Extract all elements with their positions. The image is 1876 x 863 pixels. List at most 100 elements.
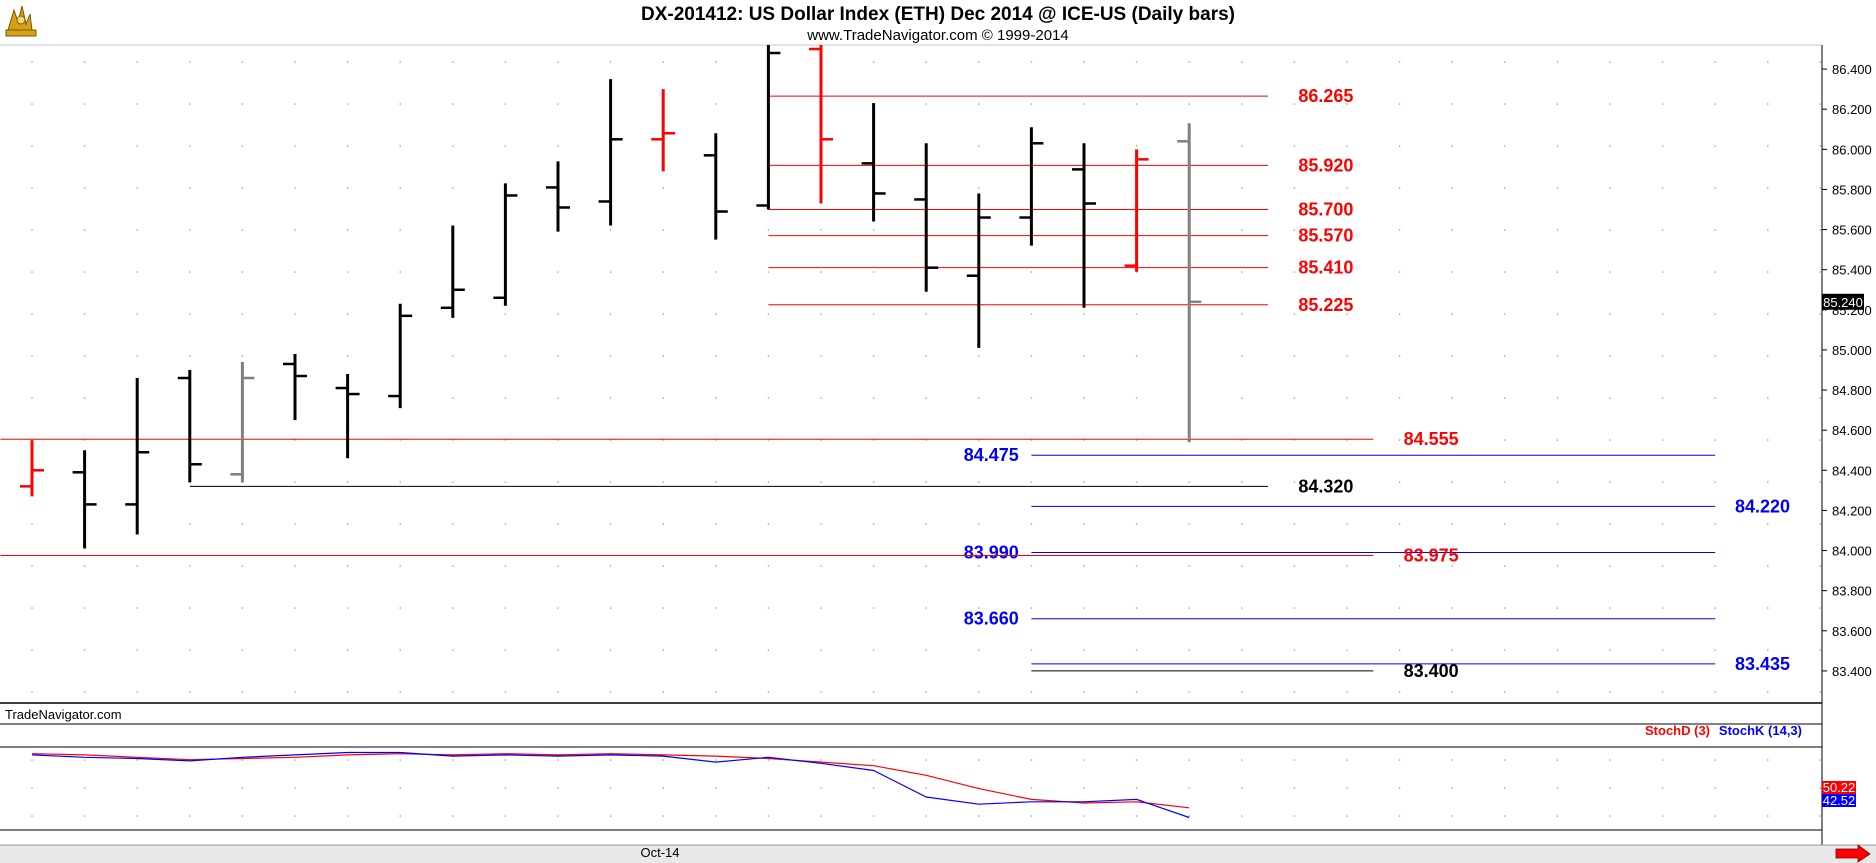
grid-dot xyxy=(609,61,612,63)
grid-dot xyxy=(1714,397,1716,399)
grid-dot xyxy=(820,397,822,399)
ohlc-bar xyxy=(230,361,255,483)
grid-dot xyxy=(504,61,507,63)
grid-dot xyxy=(136,313,138,315)
y-tick-label: 85.000 xyxy=(1832,343,1872,358)
grid-dot xyxy=(925,397,927,399)
grid-dot xyxy=(1451,649,1453,651)
grid-dot xyxy=(715,787,717,789)
grid-dot xyxy=(294,229,296,231)
grid-dot xyxy=(1346,759,1348,761)
grid-dot xyxy=(715,481,717,483)
ohlc-bar xyxy=(1072,143,1096,308)
grid-dot xyxy=(241,103,244,105)
grid-dot xyxy=(925,649,927,651)
scroll-right-arrow-icon[interactable] xyxy=(1835,844,1871,863)
grid-dot xyxy=(1819,815,1822,817)
grid-dot xyxy=(294,187,296,189)
grid-dot xyxy=(452,61,454,63)
grid-dot xyxy=(1767,145,1769,147)
grid-dot xyxy=(1767,61,1769,63)
grid-dot xyxy=(1241,145,1243,147)
grid-dot xyxy=(820,523,822,525)
grid-dot xyxy=(1767,103,1769,105)
grid-dot xyxy=(1767,691,1769,693)
grid-dot xyxy=(820,607,822,609)
grid-dot xyxy=(294,145,296,147)
grid-dot xyxy=(1714,759,1716,761)
level-label: 83.435 xyxy=(1735,654,1790,674)
grid-dot xyxy=(1398,565,1401,567)
grid-dot xyxy=(872,355,875,357)
grid-dot xyxy=(1398,523,1401,525)
grid-dot xyxy=(1504,565,1506,567)
ohlc-bar xyxy=(125,378,150,535)
grid-dot xyxy=(767,691,770,693)
grid-dot xyxy=(189,355,191,357)
grid-dot xyxy=(1346,565,1348,567)
grid-dot xyxy=(399,187,402,189)
grid-dot xyxy=(294,313,296,315)
grid-dot xyxy=(925,565,927,567)
ohlc-bar xyxy=(20,440,44,497)
grid-dot xyxy=(1451,815,1453,817)
grid-dot xyxy=(136,229,138,231)
grid-dot xyxy=(83,565,86,567)
grid-dot xyxy=(136,145,138,147)
grid-dot xyxy=(1556,649,1559,651)
grid-dot xyxy=(504,787,507,789)
grid-dot xyxy=(662,691,664,693)
grid-dot xyxy=(452,607,454,609)
grid-dot xyxy=(715,691,717,693)
grid-dot xyxy=(1293,523,1296,525)
grid-dot xyxy=(1135,787,1138,789)
grid-dot xyxy=(1819,61,1822,63)
grid-dot xyxy=(1346,313,1348,315)
grid-dot xyxy=(1030,271,1033,273)
grid-dot xyxy=(872,397,875,399)
grid-dot xyxy=(872,787,875,789)
grid-dot xyxy=(1714,103,1716,105)
grid-dot xyxy=(241,759,244,761)
grid-dot xyxy=(1135,145,1138,147)
grid-dot xyxy=(662,397,664,399)
level-label: 84.475 xyxy=(964,445,1019,465)
grid-dot xyxy=(1030,397,1033,399)
grid-dot xyxy=(609,759,612,761)
grid-dot xyxy=(1767,759,1769,761)
grid-dot xyxy=(715,397,717,399)
grid-dot xyxy=(1135,523,1138,525)
grid-dot xyxy=(452,691,454,693)
grid-dot xyxy=(1030,355,1033,357)
grid-dot xyxy=(1556,145,1559,147)
grid-dot xyxy=(399,815,402,817)
grid-dot xyxy=(1346,145,1348,147)
grid-dot xyxy=(83,103,86,105)
logo-icon xyxy=(5,5,37,37)
grid-dot xyxy=(557,355,559,357)
grid-dot xyxy=(1083,355,1085,357)
grid-dot xyxy=(557,759,559,761)
grid-dot xyxy=(1819,313,1822,315)
grid-dot xyxy=(504,523,507,525)
grid-dot xyxy=(31,103,33,105)
grid-dot xyxy=(1241,187,1243,189)
grid-dot xyxy=(978,187,980,189)
grid-dot xyxy=(609,313,612,315)
grid-dot xyxy=(294,607,296,609)
stoch-last-badges: 50.22 42.52 xyxy=(1822,780,1856,808)
grid-dot xyxy=(1661,145,1664,147)
grid-dot xyxy=(925,691,927,693)
grid-dot xyxy=(31,271,33,273)
grid-dot xyxy=(978,607,980,609)
grid-dot xyxy=(189,691,191,693)
grid-dot xyxy=(1609,397,1611,399)
grid-dot xyxy=(925,313,927,315)
y-tick-label: 86.400 xyxy=(1832,62,1872,77)
grid-dot xyxy=(1398,355,1401,357)
grid-dot xyxy=(399,787,402,789)
grid-dot xyxy=(1346,523,1348,525)
grid-dot xyxy=(346,103,349,105)
grid-dot xyxy=(925,61,927,63)
grid-dot xyxy=(1609,787,1611,789)
